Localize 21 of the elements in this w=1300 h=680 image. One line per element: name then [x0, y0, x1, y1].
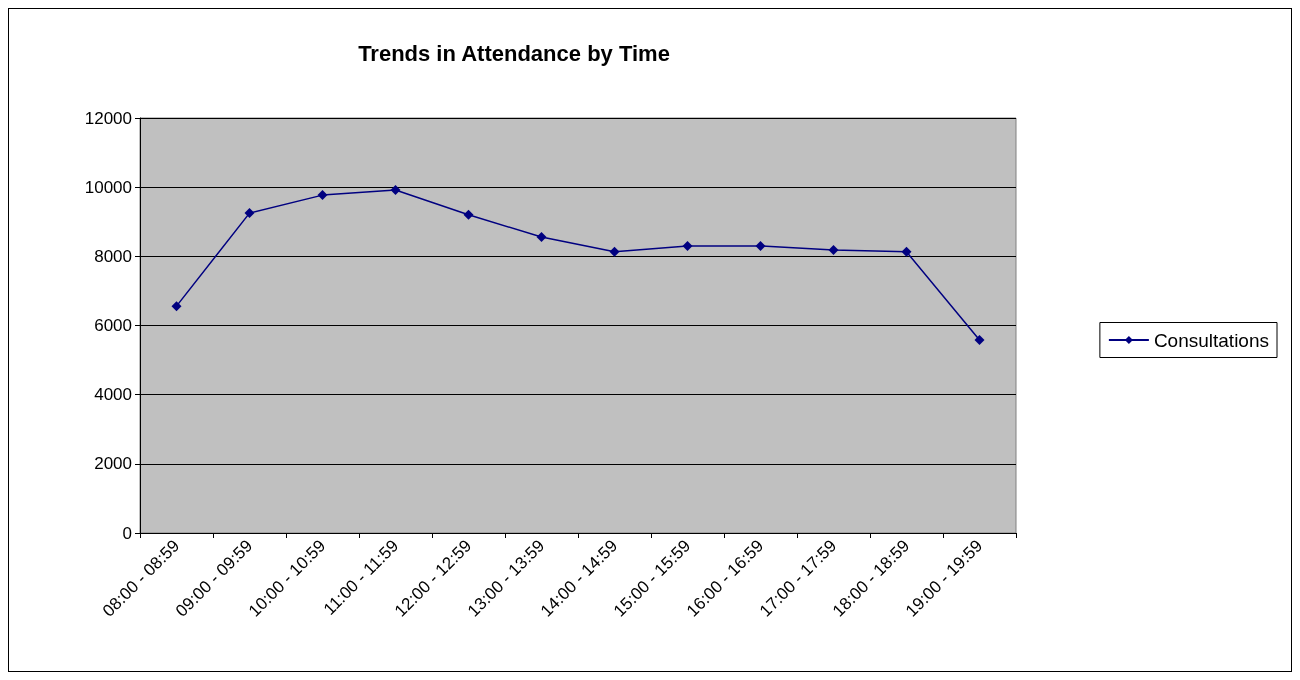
y-tick-label: 10000 — [84, 177, 132, 197]
point — [755, 240, 766, 251]
y-tick-label: 4000 — [94, 385, 132, 405]
point — [901, 246, 912, 257]
point — [317, 190, 328, 201]
point — [682, 240, 693, 251]
legend-label: Consultations — [1153, 329, 1269, 351]
point — [244, 208, 255, 219]
y-tick-label: 12000 — [84, 108, 132, 128]
y-tick-label: 0 — [122, 523, 132, 543]
point — [536, 231, 547, 242]
point — [390, 184, 401, 195]
y-tick-label: 8000 — [94, 246, 132, 266]
point — [463, 209, 474, 220]
point — [974, 335, 985, 346]
point — [609, 246, 620, 257]
chart-title: Trends in Attendance by Time — [358, 40, 670, 66]
point — [171, 301, 182, 312]
point — [828, 245, 839, 256]
y-tick-label: 2000 — [94, 454, 132, 474]
y-tick-label: 6000 — [94, 316, 132, 335]
